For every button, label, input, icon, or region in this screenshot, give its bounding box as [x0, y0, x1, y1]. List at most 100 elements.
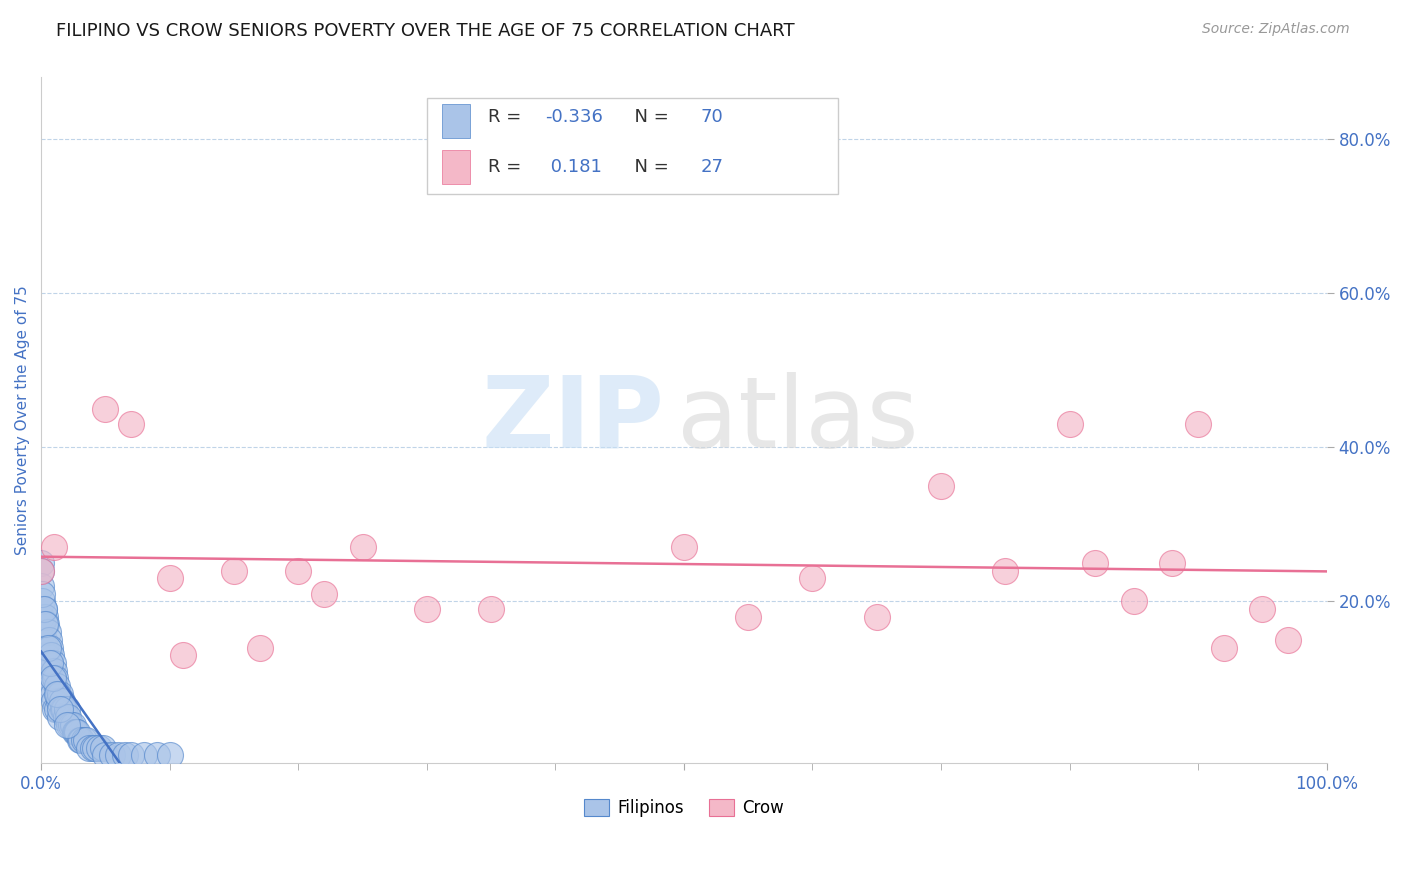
- Point: [44, 702, 66, 716]
- Point: [45, 687, 67, 701]
- Point: [159, 748, 181, 763]
- Point: [101, 748, 124, 763]
- Point: [172, 648, 194, 663]
- Point: [1251, 602, 1274, 616]
- Point: [65, 725, 87, 739]
- Point: [77, 740, 100, 755]
- Text: ZIP: ZIP: [482, 372, 665, 469]
- Point: [34, 609, 56, 624]
- Point: [32, 632, 55, 647]
- Point: [62, 717, 84, 731]
- Point: [66, 725, 89, 739]
- Point: [41, 679, 63, 693]
- Point: [41, 648, 63, 663]
- Point: [94, 401, 117, 416]
- Point: [58, 717, 80, 731]
- Point: [114, 748, 136, 763]
- Point: [49, 687, 72, 701]
- Bar: [443, 104, 471, 138]
- Point: [56, 710, 79, 724]
- Point: [249, 640, 271, 655]
- Point: [107, 748, 129, 763]
- Point: [69, 733, 91, 747]
- Point: [39, 656, 62, 670]
- Point: [41, 687, 63, 701]
- Point: [37, 625, 59, 640]
- Point: [45, 679, 67, 693]
- Point: [53, 702, 76, 716]
- Point: [929, 479, 952, 493]
- Point: [287, 564, 309, 578]
- Point: [52, 702, 75, 716]
- Point: [866, 609, 889, 624]
- Point: [41, 672, 63, 686]
- Point: [38, 632, 60, 647]
- Point: [41, 656, 63, 670]
- Point: [34, 617, 56, 632]
- Point: [222, 564, 245, 578]
- Y-axis label: Seniors Poverty Over the Age of 75: Seniors Poverty Over the Age of 75: [15, 285, 30, 555]
- Point: [31, 587, 53, 601]
- Point: [56, 702, 79, 716]
- Point: [84, 740, 107, 755]
- Point: [56, 717, 79, 731]
- Point: [30, 609, 52, 624]
- Point: [39, 640, 62, 655]
- Point: [49, 710, 72, 724]
- Point: [42, 694, 65, 708]
- Point: [42, 664, 65, 678]
- Point: [352, 541, 374, 555]
- Point: [672, 541, 695, 555]
- Point: [75, 733, 97, 747]
- Point: [70, 733, 93, 747]
- Point: [994, 564, 1017, 578]
- Point: [82, 740, 104, 755]
- Text: FILIPINO VS CROW SENIORS POVERTY OVER THE AGE OF 75 CORRELATION CHART: FILIPINO VS CROW SENIORS POVERTY OVER TH…: [56, 22, 794, 40]
- Point: [30, 564, 52, 578]
- Text: 0.181: 0.181: [546, 158, 602, 176]
- Point: [87, 740, 110, 755]
- Text: Source: ZipAtlas.com: Source: ZipAtlas.com: [1202, 22, 1350, 37]
- Point: [31, 594, 53, 608]
- Point: [146, 748, 169, 763]
- Point: [59, 717, 82, 731]
- Point: [30, 579, 52, 593]
- Point: [1161, 556, 1184, 570]
- Point: [34, 640, 56, 655]
- Point: [132, 748, 155, 763]
- Legend: Filipinos, Crow: Filipinos, Crow: [578, 792, 790, 823]
- Text: atlas: atlas: [678, 372, 920, 469]
- Point: [479, 602, 502, 616]
- Point: [37, 640, 59, 655]
- Point: [35, 648, 58, 663]
- Point: [1212, 640, 1234, 655]
- Point: [94, 748, 117, 763]
- Point: [159, 571, 181, 585]
- Text: 27: 27: [700, 158, 724, 176]
- Point: [37, 656, 59, 670]
- Point: [63, 725, 86, 739]
- Point: [35, 617, 58, 632]
- Point: [38, 664, 60, 678]
- Point: [801, 571, 824, 585]
- Point: [48, 694, 70, 708]
- Point: [120, 748, 142, 763]
- Point: [312, 587, 335, 601]
- Point: [30, 564, 52, 578]
- Point: [31, 617, 53, 632]
- Text: R =: R =: [488, 108, 527, 126]
- Text: N =: N =: [623, 108, 675, 126]
- Point: [1122, 594, 1144, 608]
- FancyBboxPatch shape: [427, 98, 838, 194]
- Text: -0.336: -0.336: [546, 108, 603, 126]
- Bar: [443, 150, 471, 185]
- Point: [416, 602, 439, 616]
- Point: [49, 702, 72, 716]
- Point: [1059, 417, 1081, 431]
- Point: [1277, 632, 1299, 647]
- Point: [55, 710, 77, 724]
- Point: [91, 740, 114, 755]
- Point: [44, 672, 66, 686]
- Point: [1187, 417, 1209, 431]
- Point: [39, 672, 62, 686]
